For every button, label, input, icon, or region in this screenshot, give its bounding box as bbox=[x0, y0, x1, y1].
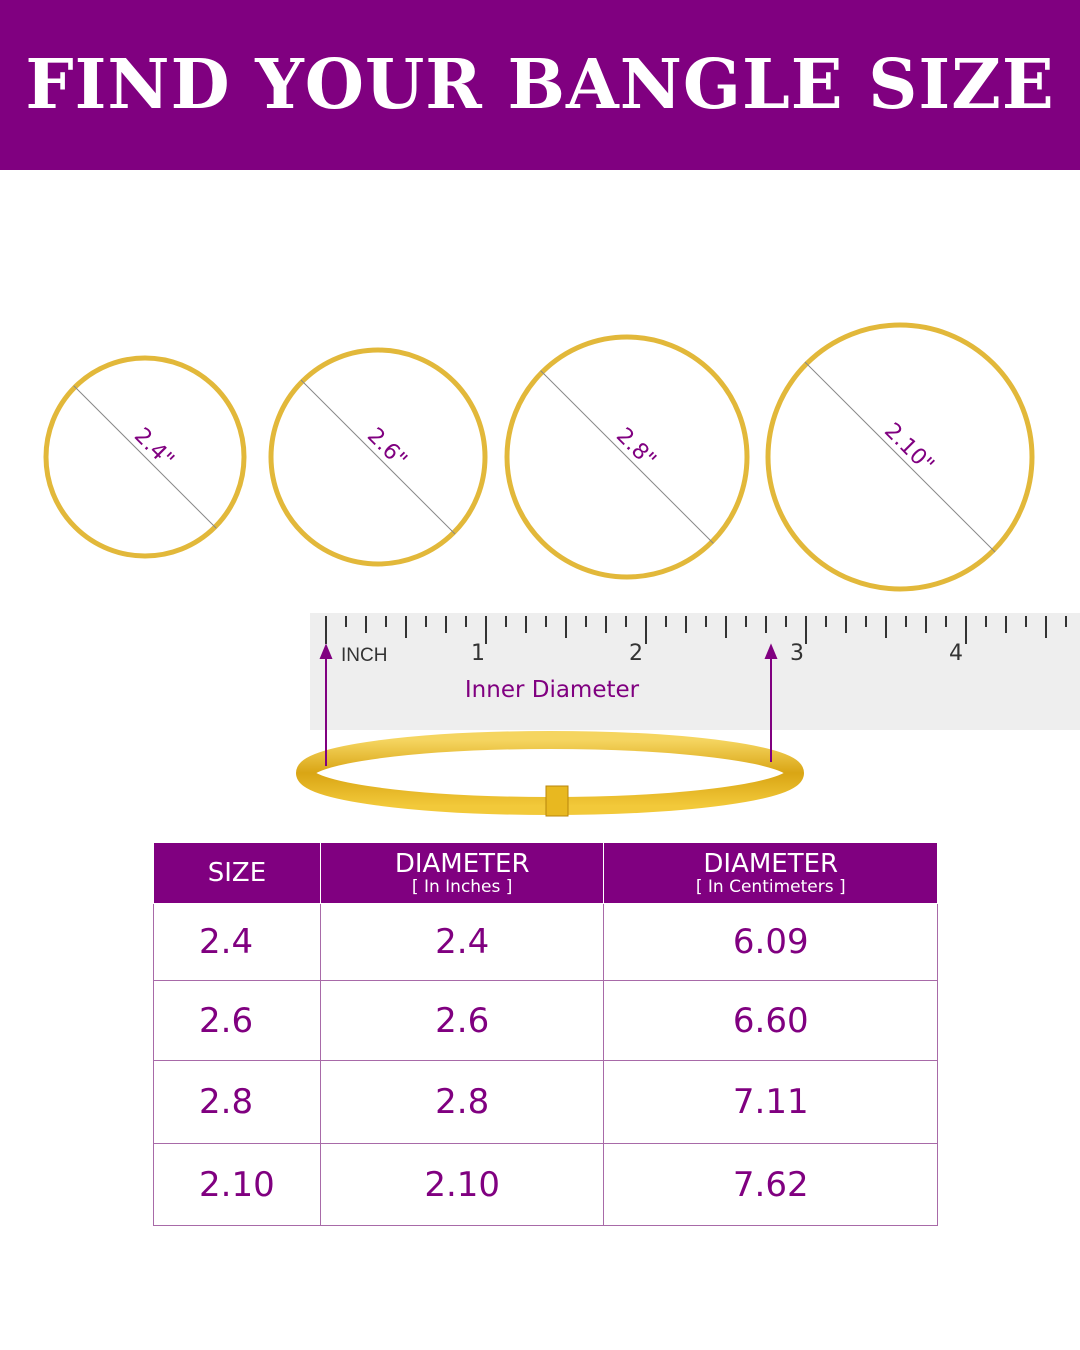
table-cell: 6.09 bbox=[603, 903, 938, 981]
ruler-number: 1 bbox=[471, 641, 485, 666]
bangle-size-label: 2.8" bbox=[611, 423, 661, 473]
measure-arrows bbox=[319, 643, 778, 766]
title-banner: FIND YOUR BANGLE SIZE bbox=[0, 0, 1080, 170]
table-row: 2.8 2.8 7.11 bbox=[153, 1060, 938, 1144]
header-cm: DIAMETER[ In Centimeters ] bbox=[603, 842, 938, 904]
illustration: 2.4" 2.6" 2.8" 2.10" INCH 1 2 3 4 Inner Dia… bbox=[43, 322, 1080, 817]
bangle-size-label: 2.10" bbox=[879, 418, 938, 477]
table-row: 2.6 2.6 6.60 bbox=[153, 980, 938, 1061]
ruler-number: 3 bbox=[790, 641, 804, 666]
table-cell: 7.11 bbox=[603, 1060, 938, 1144]
page-title: FIND YOUR BANGLE SIZE bbox=[25, 45, 1055, 125]
bangle-circle: 2.6" bbox=[268, 347, 488, 567]
bangle-size-label: 2.4" bbox=[129, 423, 179, 473]
size-table: SIZE DIAMETER[ In Inches ] DIAMETER[ In … bbox=[153, 842, 938, 1226]
table-cell: 2.4 bbox=[319, 903, 605, 981]
bangle-circle: 2.10" bbox=[765, 322, 1035, 592]
header-size: SIZE bbox=[153, 842, 321, 904]
table-row: 2.10 2.10 7.62 bbox=[153, 1143, 938, 1226]
bangle-circle: 2.4" bbox=[43, 355, 247, 559]
table-cell: 2.10 bbox=[153, 1143, 321, 1226]
table-cell: 2.10 bbox=[319, 1143, 605, 1226]
table-row: 2.4 2.4 6.09 bbox=[153, 903, 938, 981]
bangle-size-label: 2.6" bbox=[362, 423, 412, 473]
table-cell: 6.60 bbox=[603, 980, 938, 1061]
inner-diameter-caption: Inner Diameter bbox=[465, 677, 640, 703]
table-cell: 2.6 bbox=[153, 980, 321, 1061]
bangle-circle: 2.8" bbox=[504, 334, 750, 580]
table-cell: 2.4 bbox=[153, 903, 321, 981]
table-cell: 2.8 bbox=[153, 1060, 321, 1144]
ruler bbox=[310, 613, 1080, 730]
table-cell: 2.6 bbox=[319, 980, 605, 1061]
table-cell: 2.8 bbox=[319, 1060, 605, 1144]
ruler-number: 2 bbox=[629, 641, 643, 666]
header-inches: DIAMETER[ In Inches ] bbox=[319, 842, 605, 904]
table-cell: 7.62 bbox=[603, 1143, 938, 1226]
ruler-number: 4 bbox=[949, 641, 963, 666]
ruler-unit-label: INCH bbox=[341, 645, 387, 666]
